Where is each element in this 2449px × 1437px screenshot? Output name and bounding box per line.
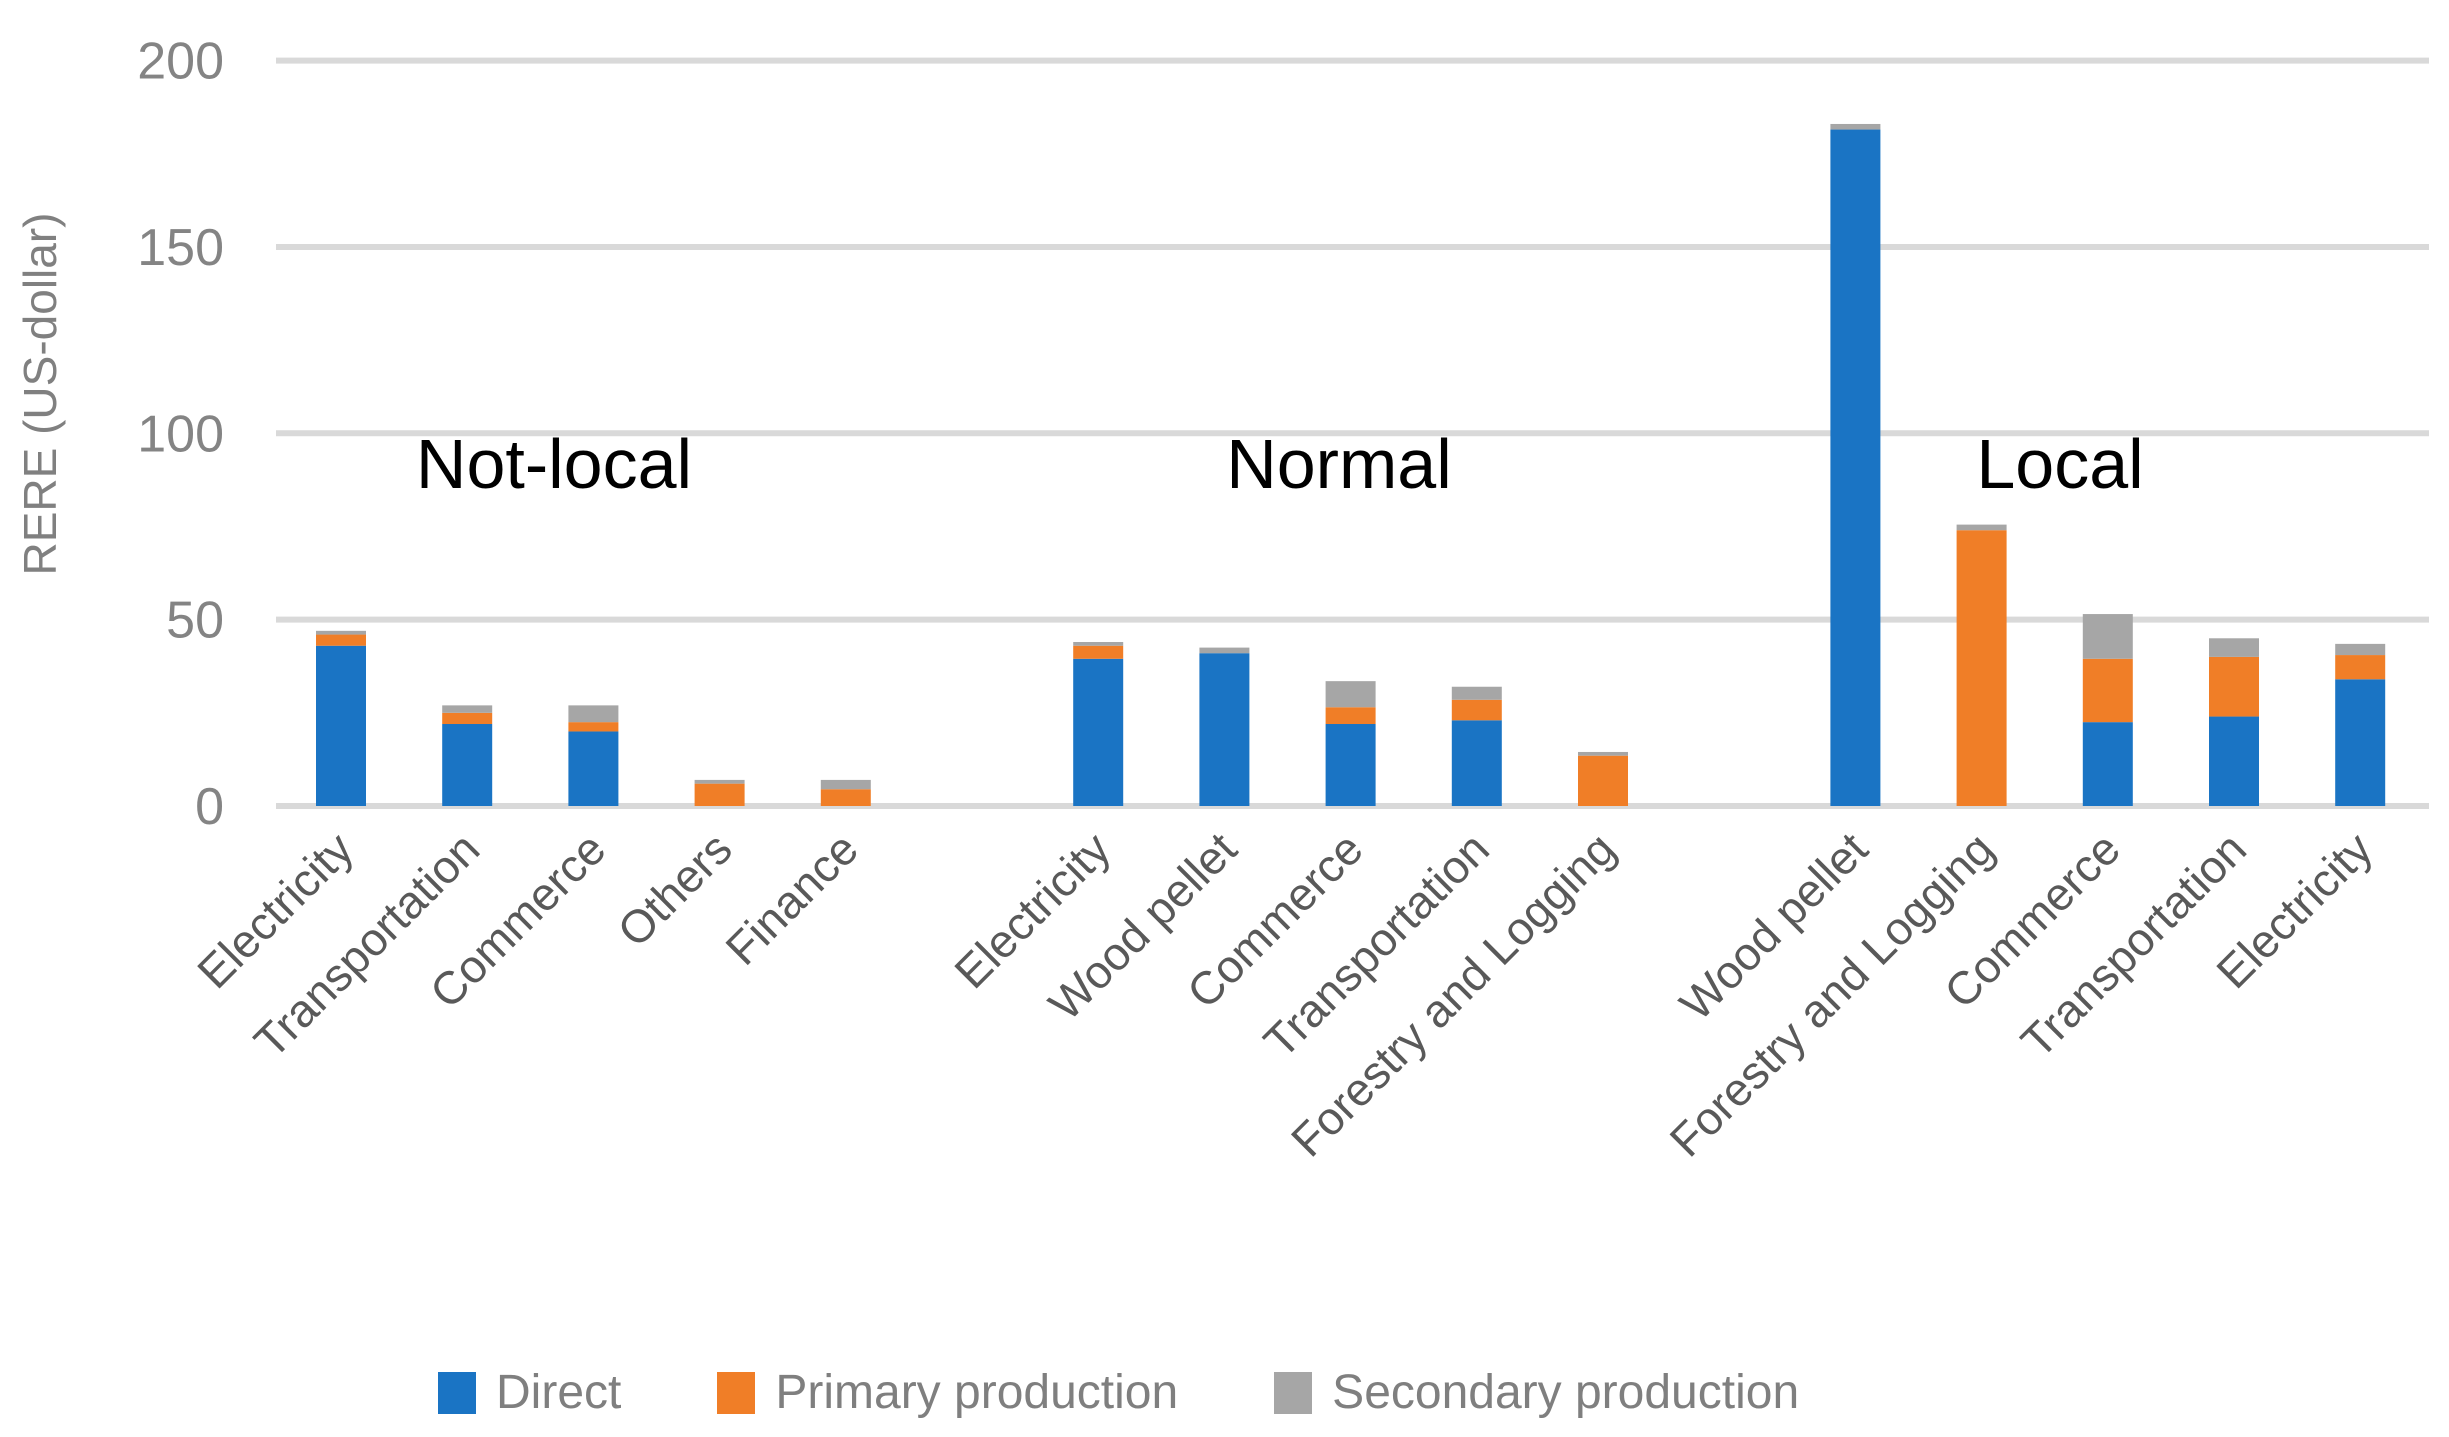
bar-segment-primary-production	[442, 712, 493, 725]
bar-segment-secondary-production	[1325, 681, 1376, 708]
bar-segment-direct	[1830, 129, 1881, 806]
bar-segment-secondary-production	[820, 779, 871, 790]
y-tick-label-150: 150	[137, 219, 224, 277]
bar-segment-primary-production	[694, 783, 745, 806]
legend-item-primary-production: Primary production	[717, 1365, 1178, 1420]
bar-segment-secondary-production	[1956, 524, 2007, 531]
category-label: Transportation	[2011, 822, 2256, 1067]
bar-segment-secondary-production	[1199, 647, 1250, 654]
legend: Direct Primary production Secondary prod…	[438, 1365, 1799, 1420]
bar-segment-secondary-production	[2209, 638, 2259, 657]
bar-segment-direct	[2335, 679, 2386, 806]
bar-segment-secondary-production	[568, 705, 619, 723]
bar-segment-direct	[316, 645, 366, 806]
bar-segment-secondary-production	[2335, 643, 2386, 656]
secondary-production-swatch-icon	[1274, 1371, 1313, 1414]
bars-layer	[316, 123, 2386, 806]
bar-segment-direct	[442, 724, 493, 806]
bar-segment-direct	[1325, 724, 1376, 806]
bar-segment-direct	[1451, 720, 1502, 806]
bar-segment-primary-production	[1956, 530, 2007, 806]
group-labels-layer: Not-local Normal Local	[416, 425, 2144, 503]
bar-segment-primary-production	[1073, 645, 1124, 659]
legend-label-direct: Direct	[496, 1366, 622, 1419]
y-tick-label-100: 100	[137, 405, 224, 463]
bar-segment-secondary-production	[2082, 614, 2133, 659]
x-axis-category-labels: ElectricityTransportationCommerceOthersF…	[187, 822, 2382, 1166]
legend-label-secondary-production: Secondary production	[1332, 1366, 1800, 1419]
group-label-not-local: Not-local	[416, 425, 692, 503]
bar-segment-primary-production	[1578, 755, 1628, 806]
y-tick-label-0: 0	[195, 778, 224, 836]
bar-segment-secondary-production	[316, 630, 366, 635]
group-label-local: Local	[1976, 425, 2143, 503]
bar-segment-secondary-production	[694, 779, 745, 784]
direct-swatch-icon	[438, 1371, 476, 1414]
bar-segment-secondary-production	[442, 705, 493, 713]
y-axis-title: RERE (US-dollar)	[14, 213, 66, 576]
bar-segment-secondary-production	[1830, 123, 1881, 130]
bar-segment-primary-production	[1325, 707, 1376, 725]
bar-segment-primary-production	[316, 634, 366, 646]
bar-segment-primary-production	[2209, 656, 2259, 717]
category-label: Transportation	[1254, 822, 1499, 1067]
y-axis-tick-labels: 0 50 100 150 200	[137, 33, 224, 836]
y-tick-label-50: 50	[166, 592, 224, 650]
gridlines-layer	[276, 57, 2429, 809]
legend-label-primary-production: Primary production	[775, 1366, 1179, 1419]
bar-segment-direct	[2082, 722, 2133, 806]
bar-segment-primary-production	[2082, 658, 2133, 723]
category-label: Finance	[715, 822, 867, 974]
bar-segment-primary-production	[820, 789, 871, 806]
bar-segment-direct	[1199, 653, 1250, 806]
group-label-normal: Normal	[1226, 425, 1452, 503]
bar-segment-direct	[568, 731, 619, 806]
bar-segment-secondary-production	[1578, 751, 1628, 756]
legend-item-secondary-production: Secondary production	[1274, 1365, 1799, 1420]
bar-segment-primary-production	[2335, 655, 2386, 680]
y-tick-label-200: 200	[137, 33, 224, 91]
bar-segment-primary-production	[1451, 699, 1502, 721]
bar-segment-secondary-production	[1073, 642, 1124, 646]
bar-segment-secondary-production	[1451, 686, 1502, 700]
legend-item-direct: Direct	[438, 1365, 621, 1420]
bar-segment-direct	[1073, 658, 1124, 806]
category-label: Transportation	[244, 822, 489, 1067]
bar-segment-direct	[2209, 716, 2259, 806]
primary-production-swatch-icon	[717, 1371, 756, 1414]
bar-segment-primary-production	[568, 722, 619, 732]
